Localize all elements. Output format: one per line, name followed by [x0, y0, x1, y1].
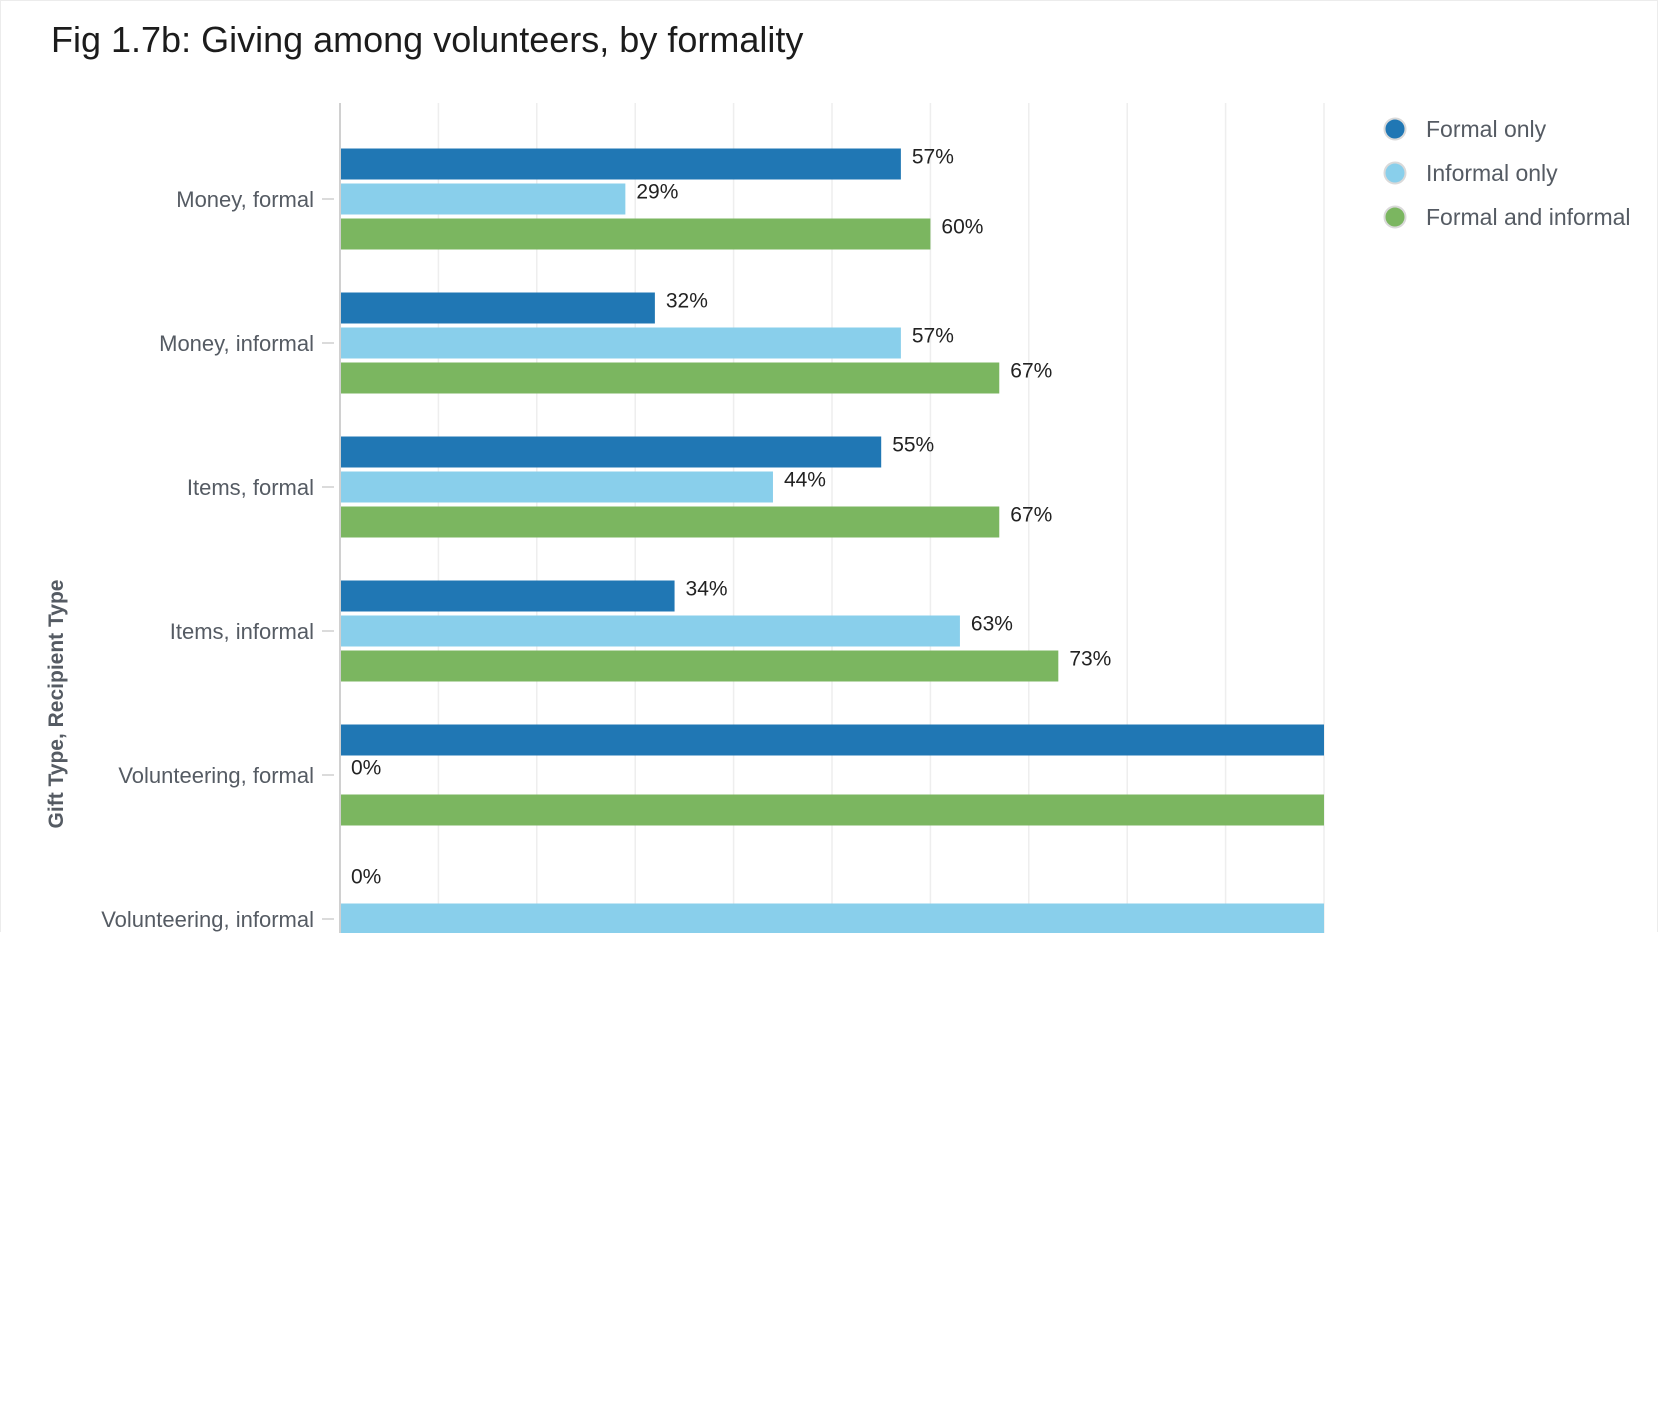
- legend-label[interactable]: Formal and informal: [1426, 204, 1631, 230]
- data-label: 0%: [351, 757, 381, 780]
- data-label: 34%: [686, 578, 728, 601]
- legend-marker[interactable]: [1383, 161, 1407, 185]
- category-label: Money, informal: [159, 331, 314, 356]
- bar[interactable]: [341, 794, 1324, 826]
- category-labels: Money, formal Money, informal Items, forma…: [101, 187, 334, 932]
- category-label: Money, formal: [176, 187, 314, 212]
- bar[interactable]: [341, 362, 1000, 394]
- data-label: 67%: [1010, 504, 1052, 527]
- data-label: 0%: [351, 866, 381, 889]
- category-label: Volunteering, formal: [118, 763, 314, 788]
- legend-label[interactable]: Informal only: [1426, 160, 1558, 186]
- legend: Formal only Informal only Formal and infor…: [1383, 116, 1631, 230]
- bar[interactable]: [341, 471, 773, 503]
- bar[interactable]: [341, 183, 626, 215]
- legend-marker[interactable]: [1383, 205, 1407, 229]
- bar[interactable]: [341, 615, 960, 647]
- bars: [341, 148, 1324, 934]
- chart-title: Fig 1.7b: Giving among volunteers, by fo…: [51, 19, 804, 60]
- legend-marker[interactable]: [1383, 117, 1407, 141]
- bar[interactable]: [341, 506, 1000, 538]
- data-label: 44%: [784, 469, 826, 492]
- data-label: 60%: [941, 216, 983, 239]
- data-label: 63%: [971, 613, 1013, 636]
- data-label: 57%: [912, 146, 954, 169]
- bar[interactable]: [341, 650, 1059, 682]
- category-label: Items, formal: [187, 475, 314, 500]
- bar[interactable]: [341, 292, 655, 324]
- bar[interactable]: [341, 148, 901, 180]
- bar[interactable]: [341, 218, 931, 250]
- category-label: Volunteering, informal: [101, 907, 314, 932]
- data-label: 32%: [666, 290, 708, 313]
- data-label: 67%: [1010, 360, 1052, 383]
- bar[interactable]: [341, 327, 901, 359]
- data-label: 57%: [912, 325, 954, 348]
- y-axis-title: Gift Type, Recipient Type: [45, 580, 68, 829]
- data-label: 73%: [1069, 648, 1111, 671]
- data-label: 55%: [892, 434, 934, 457]
- legend-label[interactable]: Formal only: [1426, 116, 1547, 142]
- bar[interactable]: [341, 724, 1324, 756]
- category-label: Items, informal: [170, 619, 314, 644]
- bar-chart: 57% 29% 60% 32% 57% 67% 55% 44% 67% 34% 63% 73% 0% 0%…: [45, 103, 1631, 934]
- bar[interactable]: [341, 436, 882, 468]
- chart-frame: Fig 1.7b: Giving among volunteers, by fo…: [0, 0, 1658, 934]
- bar[interactable]: [341, 580, 675, 612]
- data-labels: 57% 29% 60% 32% 57% 67% 55% 44% 67% 34% 63% 73% 0% 0%: [351, 146, 1111, 889]
- data-label: 29%: [636, 181, 678, 204]
- bar[interactable]: [341, 903, 1324, 934]
